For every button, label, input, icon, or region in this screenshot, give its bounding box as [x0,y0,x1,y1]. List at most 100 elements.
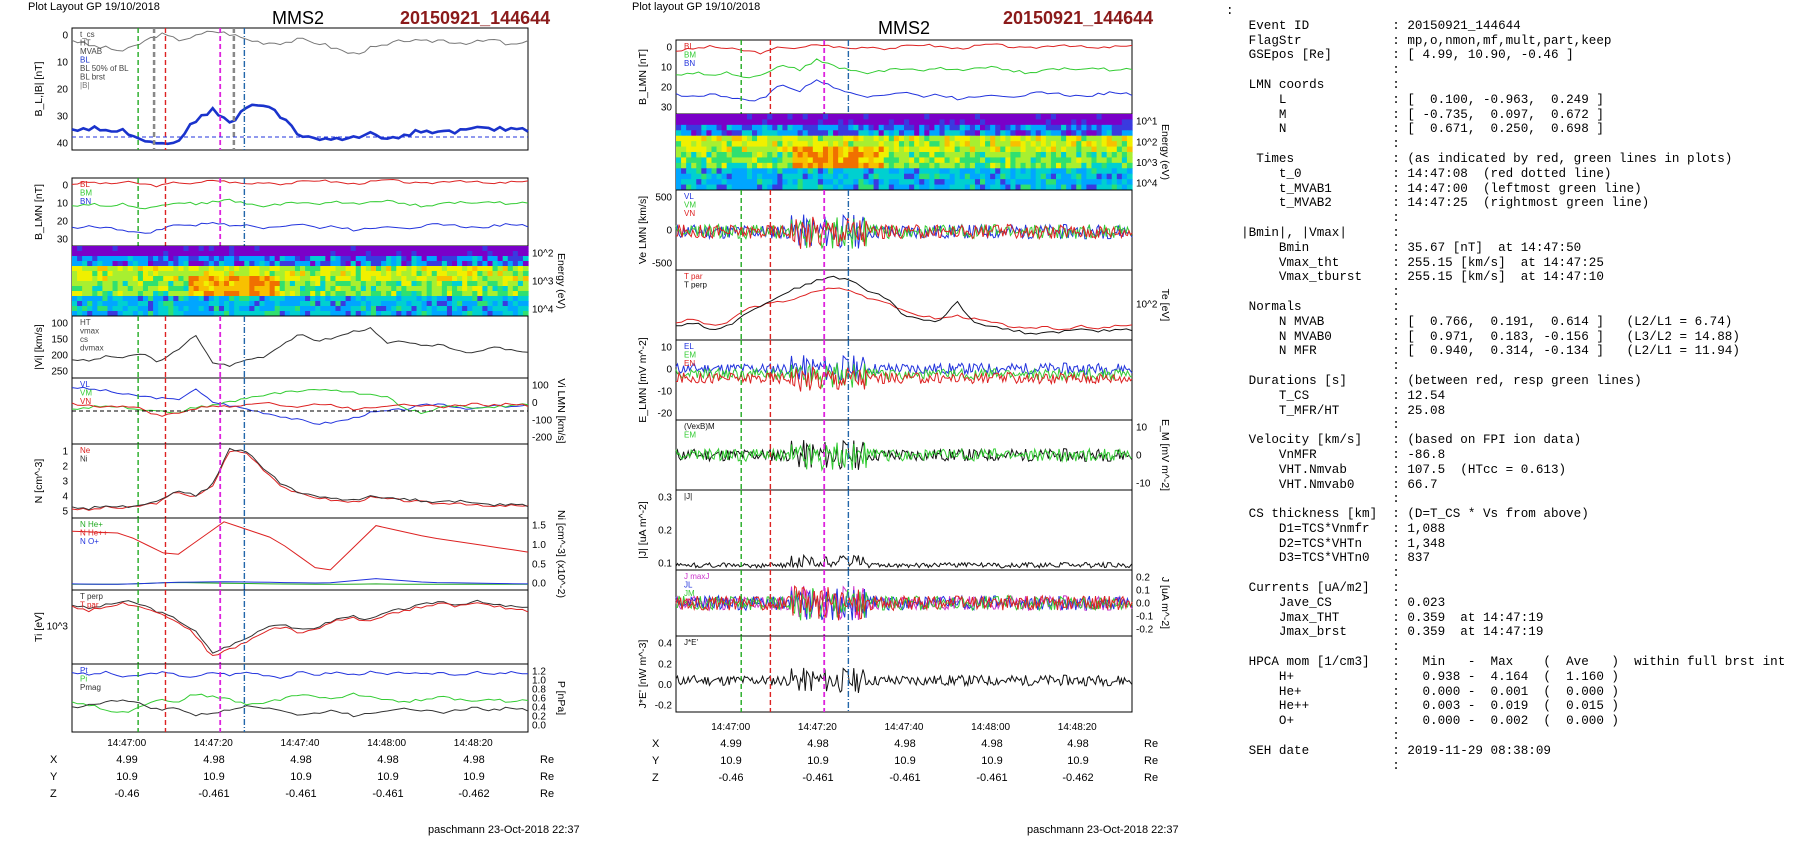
y-tick-label: 0.5 [532,559,546,570]
heatmap-cell [812,141,819,148]
heatmap-cell [416,256,423,262]
heatmap-cell [716,152,723,159]
heatmap-cell [767,184,773,191]
heatmap-cell [959,124,966,131]
heatmap-cell [284,271,291,277]
heatmap-cell [507,311,514,317]
heatmap-cell [112,266,119,272]
heatmap-cell [1056,168,1062,175]
heatmap-cell [72,251,78,257]
heatmap-cell [274,256,281,262]
heatmap-cell [980,146,986,153]
heatmap-cell [1101,124,1108,131]
heatmap-cell [137,246,144,252]
heatmap-cell [959,157,966,164]
heatmap-cell [812,152,819,159]
heatmap-cell [1005,141,1011,148]
heatmap-cell [188,271,195,277]
heatmap-cell [421,261,428,267]
heatmap-cell [284,256,291,262]
heatmap-cell [1056,162,1062,169]
heatmap-cell [350,276,357,282]
heatmap-cell [1086,157,1093,164]
heatmap-cell [168,276,174,282]
heatmap-cell [762,184,768,191]
heatmap-cell [376,301,382,307]
heatmap-cell [421,281,428,287]
heatmap-cell [477,286,483,292]
heatmap-cell [452,301,458,307]
heatmap-cell [954,141,961,148]
info-line: : [1226,566,1400,581]
heatmap-cell [726,179,733,186]
heatmap-cell [148,286,154,292]
heatmap-cell [477,261,483,267]
heatmap-cell [188,261,195,267]
heatmap-cell [868,157,875,164]
legend-entry: HT [80,318,91,327]
heatmap-cell [112,246,119,252]
heatmap-cell [431,286,438,292]
heatmap-cell [173,256,179,262]
heatmap-cell [701,162,707,169]
heatmap-cell [1106,135,1113,142]
heatmap-cell [782,162,789,169]
heatmap-cell [411,246,418,252]
heatmap-cell [315,276,321,282]
heatmap-cell [365,291,372,297]
heatmap-cell [127,306,134,312]
heatmap-cell [944,152,951,159]
series-T perp [676,275,1133,335]
heatmap-cell [441,256,448,262]
heatmap-cell [949,114,956,121]
heatmap-cell [305,251,311,257]
heatmap-cell [502,281,509,287]
heatmap-cell [102,281,109,287]
heatmap-cell [77,276,83,282]
heatmap-cell [853,141,859,148]
heatmap-cell [345,271,352,277]
heatmap-cell [1020,114,1027,121]
ephemeris-value: 10.9 [463,771,485,783]
heatmap-cell [224,261,230,267]
heatmap-cell [411,311,418,317]
heatmap-cell [782,184,789,191]
heatmap-cell [1086,124,1093,131]
heatmap-cell [264,266,271,272]
heatmap-cell [183,256,190,262]
heatmap-cell [244,271,250,277]
heatmap-cell [122,261,129,267]
heatmap-cell [676,173,682,180]
heatmap-cell [701,179,707,186]
heatmap-cell [213,256,220,262]
heatmap-cell [691,157,697,164]
heatmap-cell [213,301,220,307]
heatmap-cell [517,281,524,287]
heatmap-cell [1066,114,1072,121]
heatmap-cell [345,251,352,257]
heatmap-cell [376,246,382,252]
heatmap-cell [224,311,230,317]
heatmap-cell [507,301,514,307]
y-tick-label: 10 [57,199,69,210]
series-|B| [71,30,529,55]
heatmap-cell [421,266,428,272]
heatmap-cell [467,306,473,312]
heatmap-cell [1061,152,1067,159]
heatmap-cell [208,306,215,312]
heatmap-cell [797,124,804,131]
heatmap-cell [158,306,164,312]
heatmap-cell [370,271,377,277]
heatmap-cell [848,152,854,159]
legend-entry: t_cs [80,30,95,39]
heatmap-cell [1081,179,1087,186]
legend-entry: EN [684,359,695,368]
heatmap-cell [736,184,743,191]
y-tick-label: 10^2 [532,249,554,260]
heatmap-cell [72,291,78,297]
heatmap-cell [87,246,93,252]
series-EM [675,442,1133,472]
heatmap-cell [802,124,809,131]
y-tick-label: 10 [57,58,69,69]
heatmap-cell [269,266,276,272]
